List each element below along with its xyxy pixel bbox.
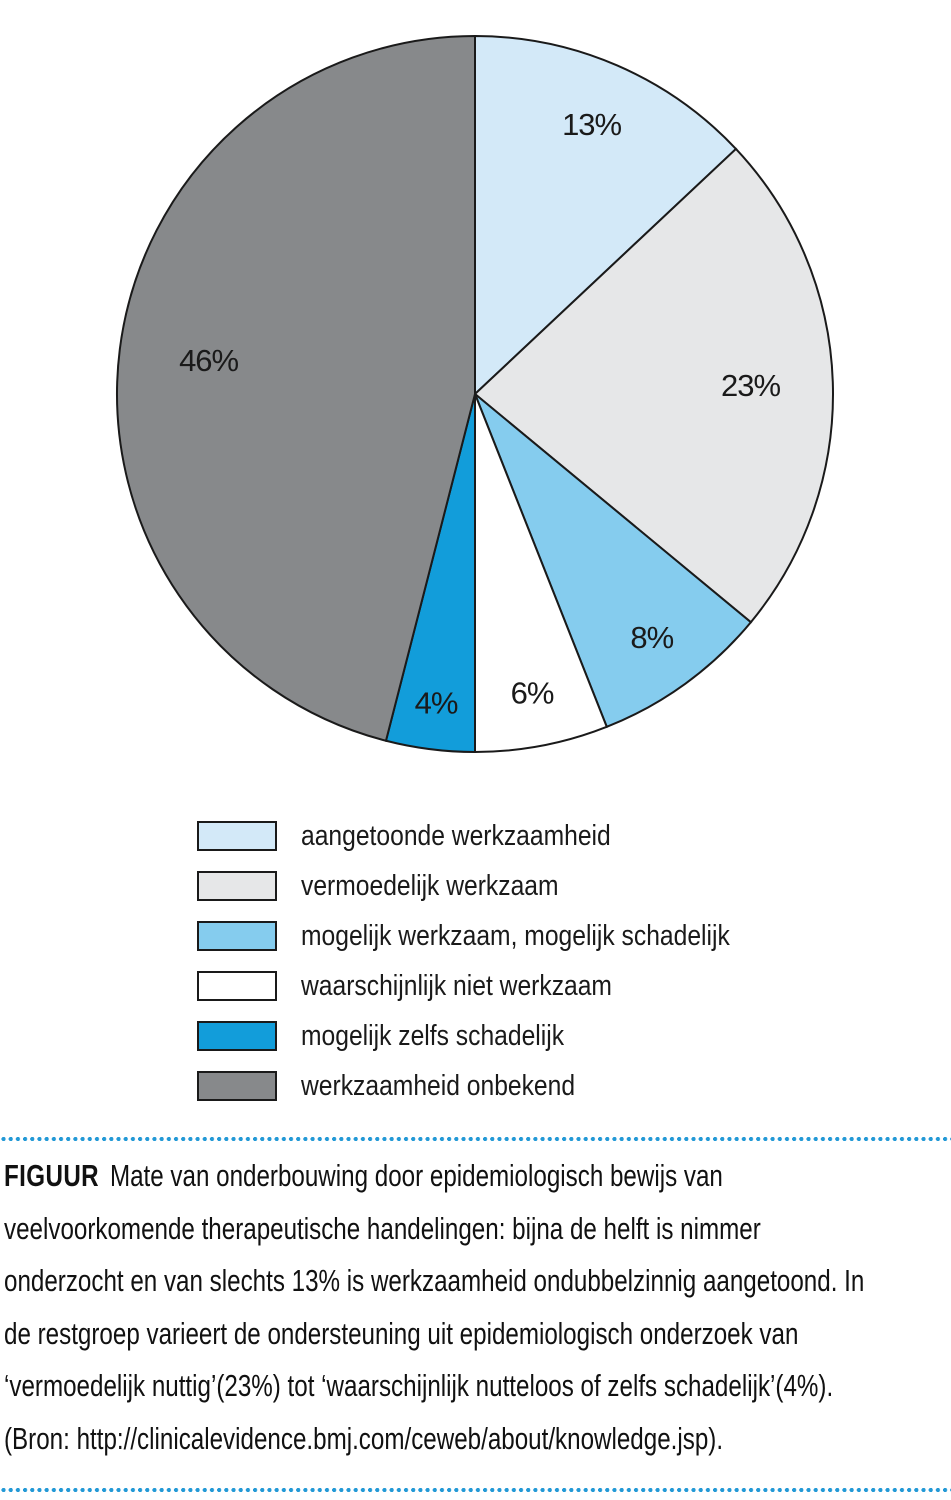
- legend-item: mogelijk werkzaam, mogelijk schadelijk: [197, 919, 805, 952]
- pie-slice-value-label: 23%: [721, 368, 780, 403]
- pie-slice-value-label: 6%: [511, 675, 554, 710]
- caption-line: veelvoorkomende therapeutische handeling…: [4, 1210, 761, 1246]
- pie-slice-value-label: 4%: [415, 686, 458, 721]
- caption-line: FIGUUR Mate van onderbouwing door epidemi…: [4, 1158, 723, 1193]
- legend-label: mogelijk zelfs schadelijk: [301, 1019, 565, 1052]
- legend-item: aangetoonde werkzaamheid: [197, 819, 805, 852]
- legend-swatch: [197, 1071, 277, 1101]
- pie-chart: 13% 23% 8% 6% 4% 46%: [116, 34, 834, 754]
- caption-line: ‘vermoedelijk nuttig’(23%) tot ‘waarschi…: [4, 1368, 834, 1403]
- caption-line: (Bron: http://clinicalevidence.bmj.com/c…: [4, 1420, 724, 1456]
- pie-slice-3: [474, 393, 753, 729]
- legend-label: mogelijk werkzaam, mogelijk schadelijk: [301, 919, 730, 952]
- dotted-divider-bottom: [0, 1487, 951, 1493]
- pie-slice-value-label: 8%: [630, 620, 673, 655]
- legend: aangetoonde werkzaamheid vermoedelijk wer…: [197, 819, 805, 1121]
- legend-item: waarschijnlijk niet werkzaam: [197, 969, 805, 1002]
- pie-slice-value-label: 13%: [562, 107, 621, 142]
- legend-item: vermoedelijk werkzaam: [197, 869, 805, 902]
- legend-swatch: [197, 871, 277, 901]
- caption-line: onderzocht en van slechts 13% is werkzaa…: [4, 1263, 865, 1298]
- pie-slice-6: [116, 34, 476, 742]
- legend-swatch: [197, 1021, 277, 1051]
- legend-label: waarschijnlijk niet werkzaam: [301, 969, 612, 1002]
- pie-slice-value-label: 46%: [179, 343, 238, 378]
- figure-caption: FIGUUR Mate van onderbouwing door epidemi…: [4, 1150, 951, 1465]
- pie-slice-2: [473, 147, 834, 624]
- legend-item: mogelijk zelfs schadelijk: [197, 1019, 805, 1052]
- legend-swatch: [197, 921, 277, 951]
- legend-label: werkzaamheid onbekend: [301, 1069, 576, 1102]
- legend-label: aangetoonde werkzaamheid: [301, 819, 611, 852]
- pie-slice-1: [474, 34, 738, 397]
- legend-item: werkzaamheid onbekend: [197, 1069, 805, 1102]
- caption-line: de restgroep varieert de ondersteuning u…: [4, 1315, 799, 1351]
- pie-slice-4: [474, 393, 609, 754]
- legend-label: vermoedelijk werkzaam: [301, 869, 559, 902]
- dotted-divider-top: [0, 1136, 951, 1142]
- legend-swatch: [197, 971, 277, 1001]
- legend-swatch: [197, 821, 277, 851]
- figure-label: FIGUUR: [4, 1158, 100, 1193]
